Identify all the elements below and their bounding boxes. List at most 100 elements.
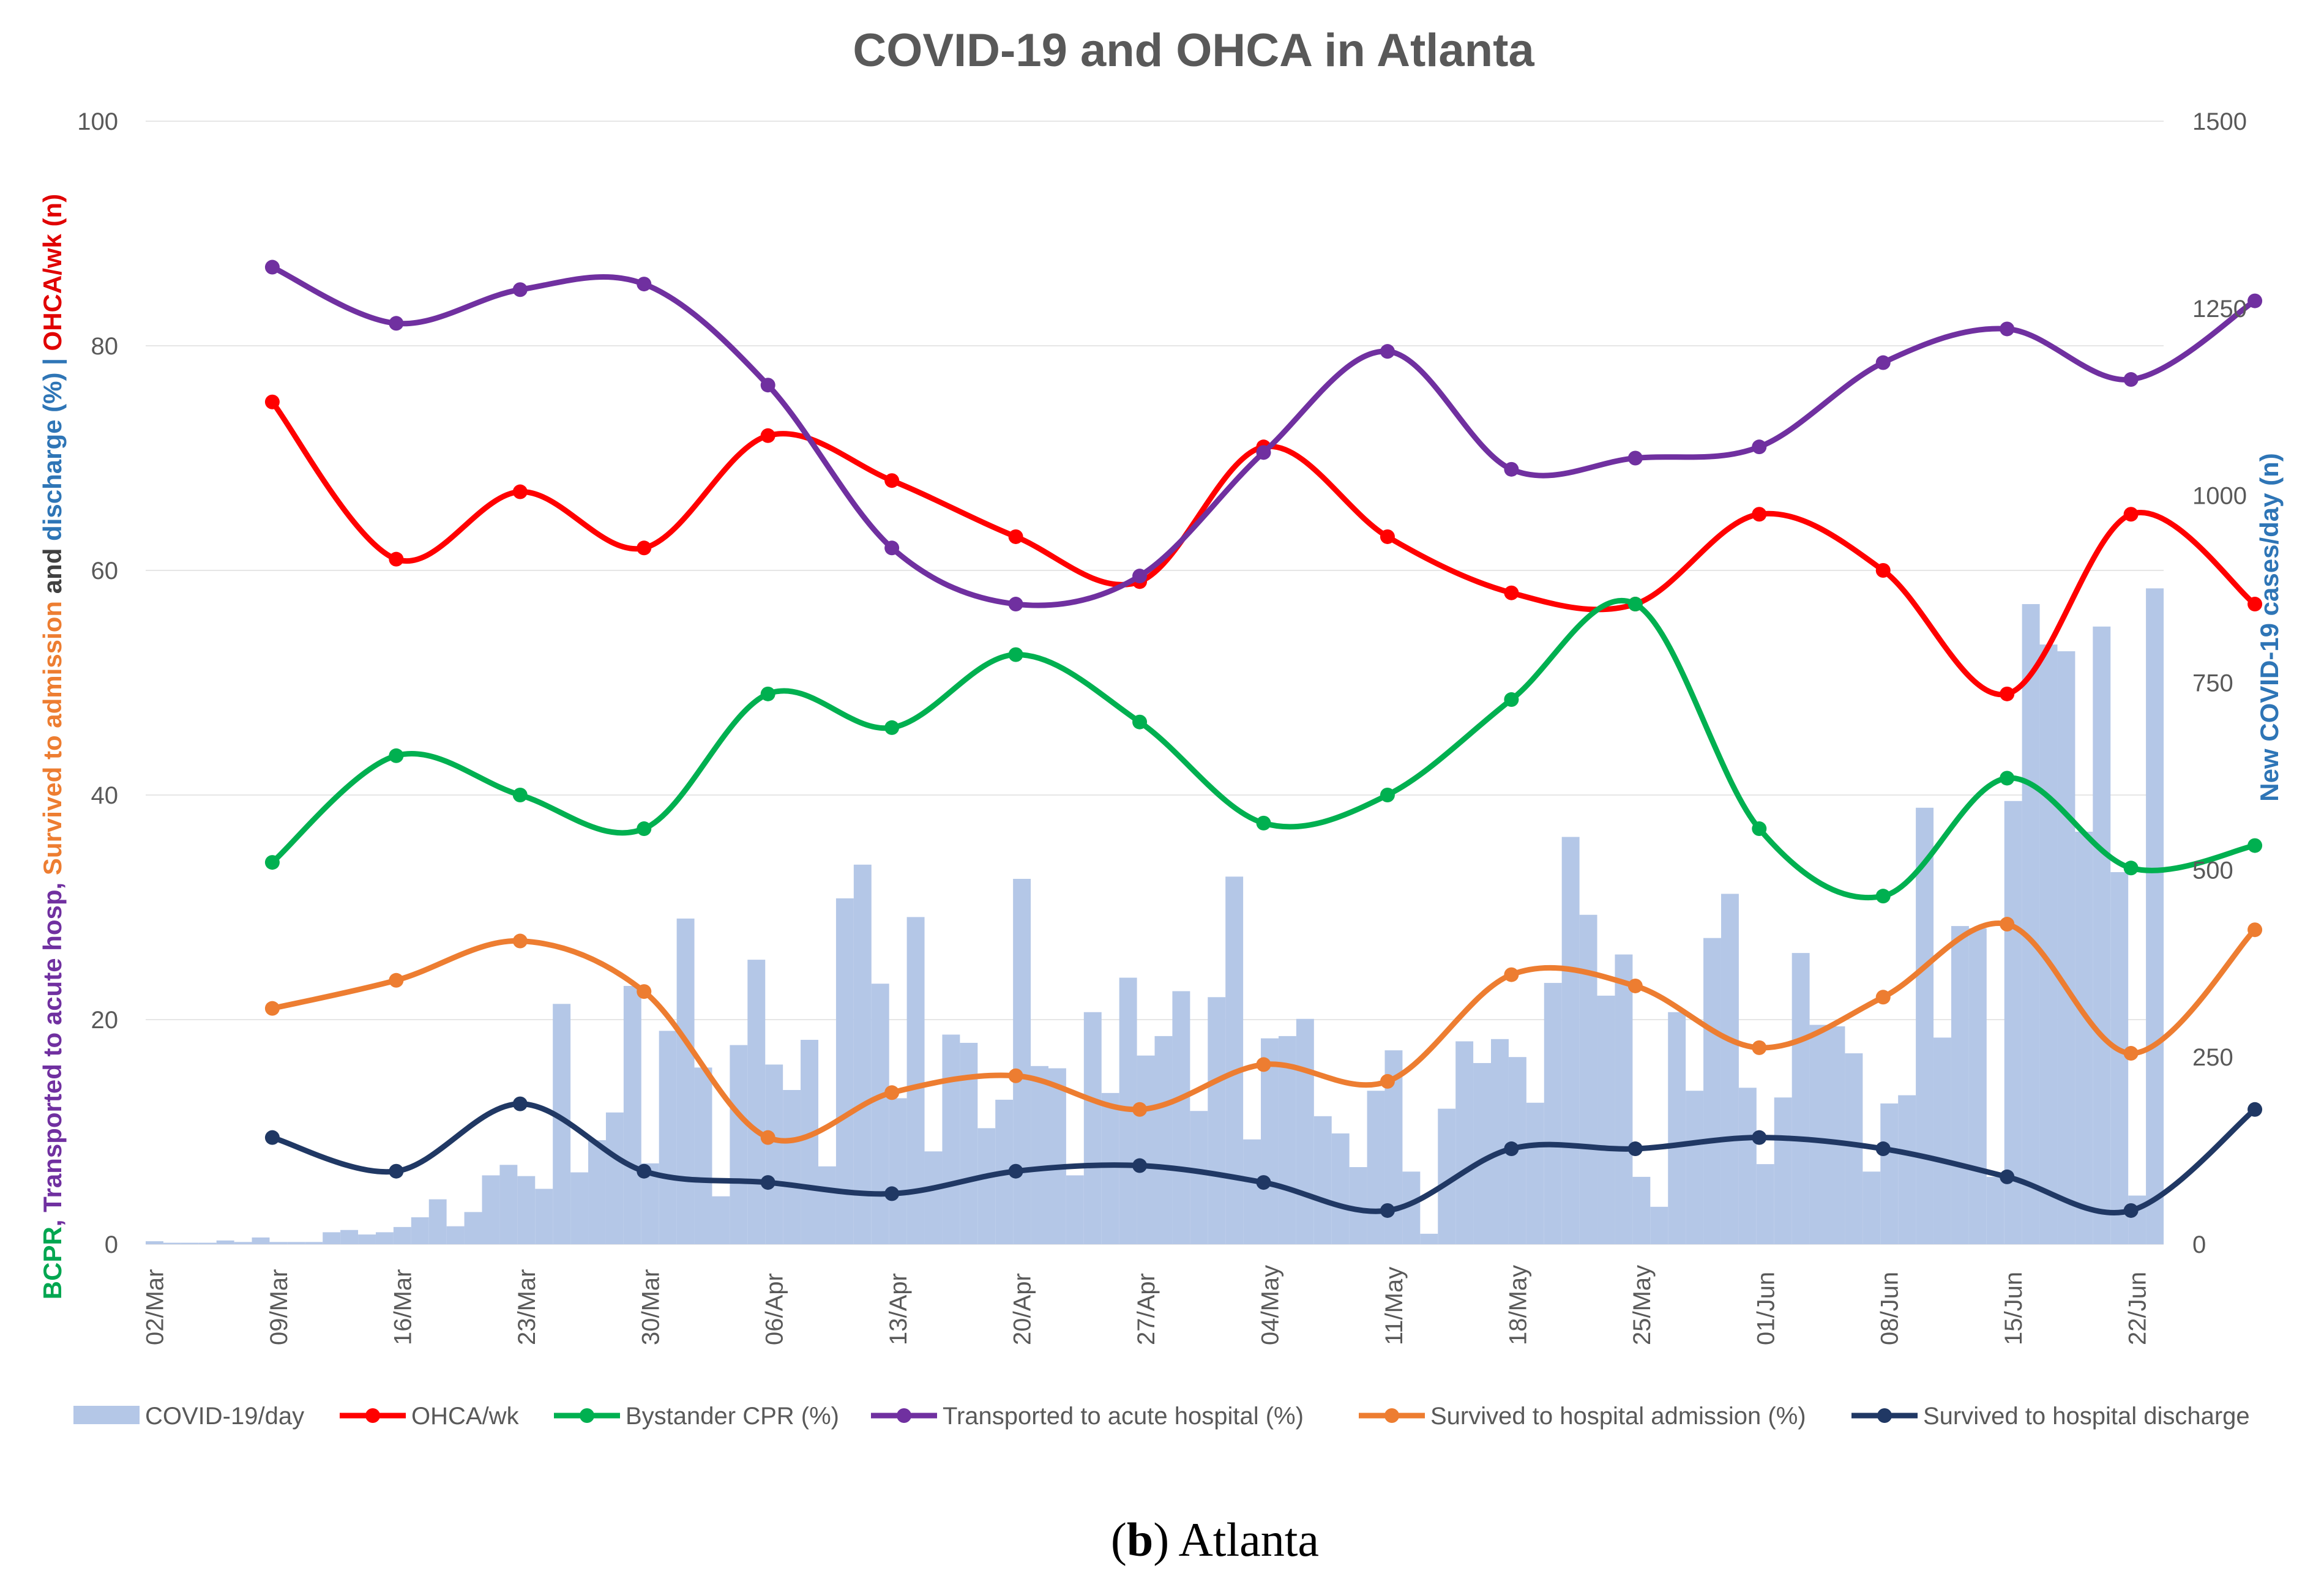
covid-bar [1526,1102,1544,1244]
covid-bar [2022,604,2040,1244]
covid-bar [1031,1066,1048,1244]
series-marker [637,984,652,999]
covid-bar [1083,1012,1102,1244]
x-tick-label: 20/Apr [1009,1273,1036,1345]
x-tick-label: 22/Jun [2124,1272,2151,1345]
legend-marker [897,1408,911,1423]
legend-marker [580,1408,594,1423]
series-marker [2247,597,2263,612]
series-marker [1504,967,1519,982]
series-marker [884,473,900,488]
covid-bar [906,917,925,1244]
covid-bar [871,984,889,1244]
covid-bar [623,985,641,1244]
covid-bars [146,588,2164,1244]
left-tick-label: 60 [91,558,119,584]
legend-marker [365,1408,380,1423]
covid-bar [358,1234,376,1244]
series-marker [1132,714,1148,730]
series-marker [637,821,652,837]
series-marker [264,1130,280,1145]
series-marker [389,316,404,331]
series-marker [1008,1163,1023,1179]
left-tick-label: 0 [105,1231,118,1258]
series-marker [760,1130,775,1145]
covid-bar [1668,1012,1686,1244]
left-axis-label-part: Survived to admission [38,601,67,875]
series-marker [1380,788,1395,802]
series-marker [1504,692,1519,707]
caption-label: b [1127,1513,1153,1566]
series-marker [1752,1130,1767,1145]
covid-bar [1331,1133,1350,1244]
covid-bar [2146,588,2164,1244]
series-4 [264,1096,2263,1218]
left-tick-label: 20 [91,1007,119,1034]
covid-bar [783,1089,801,1244]
covid-bar [1845,1053,1863,1244]
series-marker [1256,815,1271,831]
series-marker [1256,1057,1271,1072]
covid-bar [1243,1139,1261,1244]
x-tick-label: 01/Jun [1752,1272,1779,1345]
series-line [270,597,2255,901]
legend-item: Survived to hospital discharge [1851,1403,2250,1430]
covid-bar [535,1189,553,1244]
series-marker [760,428,775,443]
series-line [271,920,2257,1144]
left-axis-label-part: (%) | [38,351,67,419]
covid-bar [1738,1088,1757,1244]
covid-bar [499,1165,518,1244]
series-marker [760,686,775,701]
series-marker [1256,445,1271,460]
covid-bar [234,1242,252,1244]
series-marker [2000,321,2015,337]
series-marker [884,1186,900,1201]
series-marker [512,933,528,949]
x-tick-label: 16/Mar [389,1269,416,1346]
covid-bar [1261,1038,1279,1244]
series-marker [512,282,528,297]
series-marker [2000,686,2015,701]
covid-bar [1420,1233,1438,1244]
covid-bar [676,918,695,1244]
covid-bar [659,1031,677,1244]
covid-bar [1154,1036,1173,1244]
x-tick-label: 02/Mar [141,1269,168,1346]
covid-bar [1101,1092,1119,1244]
legend-marker [1877,1408,1892,1423]
covid-bar [2057,651,2076,1244]
legend-label: Survived to hospital discharge [1923,1403,2250,1430]
covid-bar [2093,626,2111,1244]
series-marker [884,720,900,735]
covid-bar [1208,997,1226,1244]
covid-bar [411,1217,429,1244]
series-marker [389,1163,404,1179]
caption-text: Atlanta [1178,1513,1319,1566]
left-axis-label-part: , [38,875,67,889]
covid-bar [1650,1206,1668,1244]
series-marker [1875,889,1891,904]
covid-bar [1916,807,1934,1244]
covid-bar [1313,1116,1332,1244]
series-marker [512,1096,528,1111]
series-marker [1380,529,1395,544]
series-marker [1132,1158,1148,1173]
covid-bar [1296,1018,1314,1244]
series-lines [264,259,2263,1218]
covid-bar [1827,1026,1845,1244]
covid-bar [2075,831,2093,1244]
covid-bar [1473,1062,1491,1244]
series-marker [1875,563,1891,578]
covid-bar [1703,938,1721,1244]
covid-bar [146,1241,163,1244]
covid-bar [1774,1097,1792,1244]
left-axis-label-part: Transported to acute hosp [38,889,67,1212]
series-marker [1627,978,1643,993]
covid-bar [2039,644,2058,1244]
covid-bar [960,1042,978,1244]
series-marker [264,1001,280,1016]
series-marker [1875,1141,1891,1157]
series-marker [2247,922,2263,938]
